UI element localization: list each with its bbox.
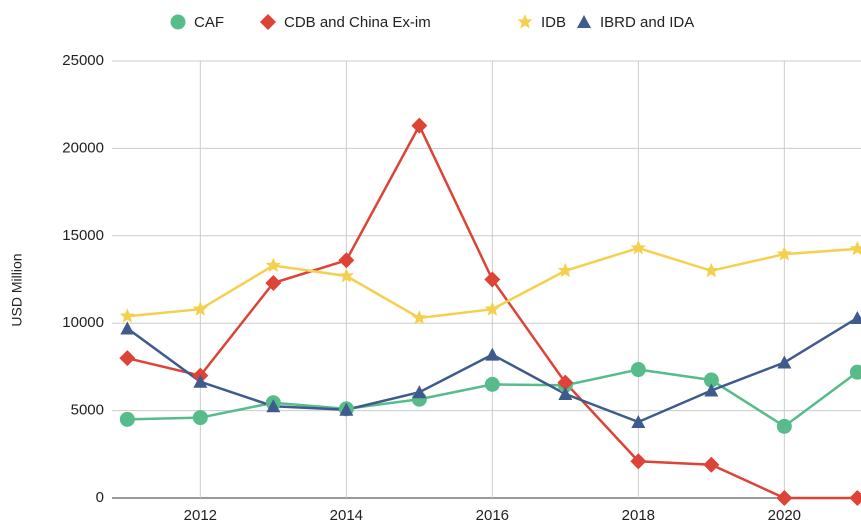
data-point bbox=[119, 350, 136, 367]
data-point bbox=[776, 418, 792, 434]
data-point bbox=[703, 262, 719, 278]
data-point bbox=[338, 252, 355, 269]
data-point bbox=[119, 308, 135, 323]
data-point bbox=[412, 385, 427, 399]
legend-label: IDB bbox=[541, 14, 566, 31]
data-point bbox=[266, 399, 281, 413]
data-point bbox=[850, 310, 861, 324]
x-tick-label: 2012 bbox=[184, 507, 217, 524]
legend-marker bbox=[517, 14, 533, 29]
data-point bbox=[265, 274, 282, 291]
data-point bbox=[630, 240, 646, 255]
x-tick-label: 2016 bbox=[476, 507, 509, 524]
data-point bbox=[776, 490, 793, 506]
data-point bbox=[120, 321, 135, 335]
data-point bbox=[484, 376, 500, 392]
x-tick-label: 2020 bbox=[768, 507, 801, 524]
data-point bbox=[630, 362, 646, 378]
legend-marker bbox=[577, 15, 591, 28]
data-point bbox=[849, 364, 861, 380]
data-point bbox=[630, 453, 647, 470]
data-point bbox=[265, 257, 281, 272]
data-point bbox=[704, 383, 719, 397]
legend-label: IBRD and IDA bbox=[600, 14, 694, 31]
legend-label: CAF bbox=[194, 14, 224, 31]
y-tick-label: 15000 bbox=[62, 227, 104, 244]
y-tick-label: 20000 bbox=[62, 139, 104, 156]
data-point bbox=[192, 410, 208, 426]
data-point bbox=[849, 490, 861, 506]
y-axis-label: USD Million bbox=[9, 253, 25, 326]
data-point bbox=[631, 414, 646, 428]
data-point bbox=[192, 301, 208, 316]
x-tick-label: 2018 bbox=[622, 507, 655, 524]
data-point bbox=[777, 355, 792, 369]
data-point bbox=[339, 402, 354, 416]
y-tick-label: 0 bbox=[96, 489, 104, 506]
data-point bbox=[703, 372, 719, 388]
data-point bbox=[119, 411, 135, 427]
data-point bbox=[484, 271, 501, 288]
data-point bbox=[193, 374, 208, 388]
y-tick-label: 5000 bbox=[71, 402, 104, 419]
data-point bbox=[484, 301, 500, 316]
data-point bbox=[703, 456, 720, 473]
legend-label: CDB and China Ex-im bbox=[284, 14, 431, 31]
data-point bbox=[485, 347, 500, 361]
data-point bbox=[557, 374, 574, 391]
data-point bbox=[558, 386, 573, 400]
data-point bbox=[411, 117, 428, 134]
data-point bbox=[849, 240, 861, 256]
y-tick-label: 10000 bbox=[62, 314, 104, 331]
data-point bbox=[557, 262, 573, 278]
data-point bbox=[338, 268, 354, 283]
y-tick-label: 25000 bbox=[62, 52, 104, 69]
data-point bbox=[776, 246, 792, 261]
data-point bbox=[411, 310, 427, 325]
legend-marker bbox=[260, 14, 276, 30]
x-tick-label: 2014 bbox=[330, 507, 363, 524]
legend-marker bbox=[170, 14, 186, 30]
